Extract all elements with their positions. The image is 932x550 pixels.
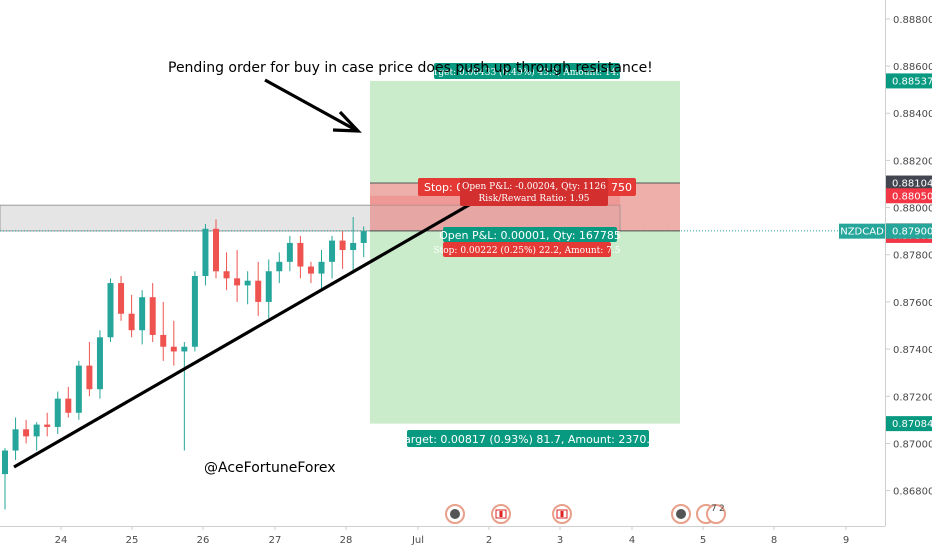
candle[interactable] [297,235,304,279]
current-price-label: 0.87900 [892,227,932,238]
time-tick-label: 27 [269,535,282,546]
price-tick-label: 0.88800 [893,15,932,26]
candle[interactable] [255,261,262,317]
resistance-zone[interactable] [0,204,621,232]
target-long-badge[interactable] [434,63,620,79]
candle[interactable] [149,283,156,343]
stop-short-label: Stop: 0.00222 (0.25%) 22.2, Amount: 7.5 [433,245,620,256]
candle[interactable] [181,342,188,451]
target-long-label: Target: 0.00433 (0.49%) 43.3, Amount: 14… [423,67,630,78]
time-tick-label: 28 [340,535,353,546]
short-profit-zone[interactable] [370,230,680,424]
price-tick-label: 0.87000 [893,439,932,450]
candle[interactable] [44,412,51,437]
time-tick-label: 25 [126,535,139,546]
stop-short-badge[interactable] [443,242,611,257]
target-short-label: Target: 0.00817 (0.93%) 81.7, Amount: 23… [398,433,657,446]
trendline[interactable] [13,194,486,469]
candle[interactable] [33,422,40,451]
event-cluster-icon[interactable]: 7 2 [696,504,726,524]
candle[interactable] [234,250,241,302]
candle[interactable] [360,226,367,258]
time-tick-label: 2 [486,535,492,546]
price-tag-label: 0.88104 [892,179,932,190]
candle[interactable] [160,301,167,361]
candle[interactable] [54,391,61,435]
price-tick-label: 0.87600 [893,298,932,309]
candle[interactable] [202,224,209,286]
price-tick-label: 0.88200 [893,156,932,167]
candle[interactable] [12,417,19,460]
event-count-a: 7 [711,504,717,514]
symbol-tag[interactable]: NZDCAD 0.87900 [839,223,932,239]
candle[interactable] [318,250,325,291]
target-short-badge[interactable] [407,430,649,447]
price-tag-label: 0.88050 [892,191,932,202]
price-tag-label: 0.88537 [892,76,932,87]
candle[interactable] [170,320,177,366]
price-axis[interactable]: 0.88800 0.88600 0.88400 0.88200 0.88000 0.878… [885,0,932,526]
symbol-label: NZDCAD [840,227,884,238]
candle[interactable] [276,252,283,284]
event-icons[interactable]: 7 2 [445,504,726,524]
price-tick-label: 0.87800 [893,251,932,262]
price-tick-label: 0.88600 [893,62,932,73]
price-tag[interactable]: 0.88050 [886,188,932,204]
time-tick-label: 9 [843,535,849,546]
candle[interactable] [86,342,93,397]
candle[interactable] [244,271,251,305]
open-pl-short-badge[interactable] [443,227,617,242]
price-tag[interactable]: 0.88537 [886,73,932,89]
annotation-arrow[interactable] [264,78,362,133]
candle[interactable] [307,261,314,284]
candle[interactable] [118,275,125,321]
open-pl-long-line1: Open P&L: -0.00204, Qty: 1126 [462,182,606,192]
time-tick-label: 8 [771,535,777,546]
open-pl-short-label: Open P&L: 0.00001, Qty: 167785 [439,229,621,242]
candle[interactable] [329,235,336,279]
candle[interactable] [350,217,357,274]
candle[interactable] [23,419,30,444]
event-globe-icon[interactable] [671,504,691,524]
price-tick-label: 0.88400 [893,109,932,120]
open-pl-long-line2: Risk/Reward Ratio: 1.95 [478,194,589,204]
time-tick-label: 24 [55,535,68,546]
price-tag-label: 0.87084 [892,419,932,430]
time-tick-label: 5 [700,535,706,546]
candle[interactable] [339,231,346,269]
price-tick-label: 0.88000 [893,204,932,215]
price-tag[interactable]: 0.87084 [886,416,932,432]
candle[interactable] [96,330,103,399]
candle[interactable] [286,235,293,272]
candle[interactable] [191,271,198,352]
event-canada-flag-icon[interactable] [552,504,572,524]
time-tick-label: 4 [629,535,635,546]
candle[interactable] [223,252,230,291]
candle[interactable] [265,259,272,319]
event-count-b: 2 [719,504,725,514]
candle[interactable] [107,278,114,343]
event-canada-flag-icon[interactable] [491,504,511,524]
candle[interactable] [65,386,72,418]
time-tick-label: 3 [557,535,563,546]
time-axis[interactable]: 24 25 26 27 28 Jul 2 3 4 5 8 9 [0,526,885,546]
stop-long-label-a: Stop: 0 [424,181,463,194]
price-tick-label: 0.87200 [893,392,932,403]
candle[interactable] [128,294,135,338]
candle[interactable] [139,290,146,345]
annotation-text: Pending order for buy in case price does… [168,60,653,76]
candle[interactable] [2,448,8,510]
event-globe-icon[interactable] [445,504,465,524]
open-pl-long-badge[interactable] [460,178,608,206]
time-tick-label: 26 [197,535,210,546]
candle[interactable] [213,219,219,279]
price-tag[interactable]: 0.88104 [886,175,932,191]
price-tick-label: 0.86800 [893,487,932,498]
watermark-text: @AceFortuneForex [204,460,336,476]
time-tick-label: Jul [411,535,424,546]
price-tick-label: 0.87400 [893,345,932,356]
candle[interactable] [75,360,82,420]
